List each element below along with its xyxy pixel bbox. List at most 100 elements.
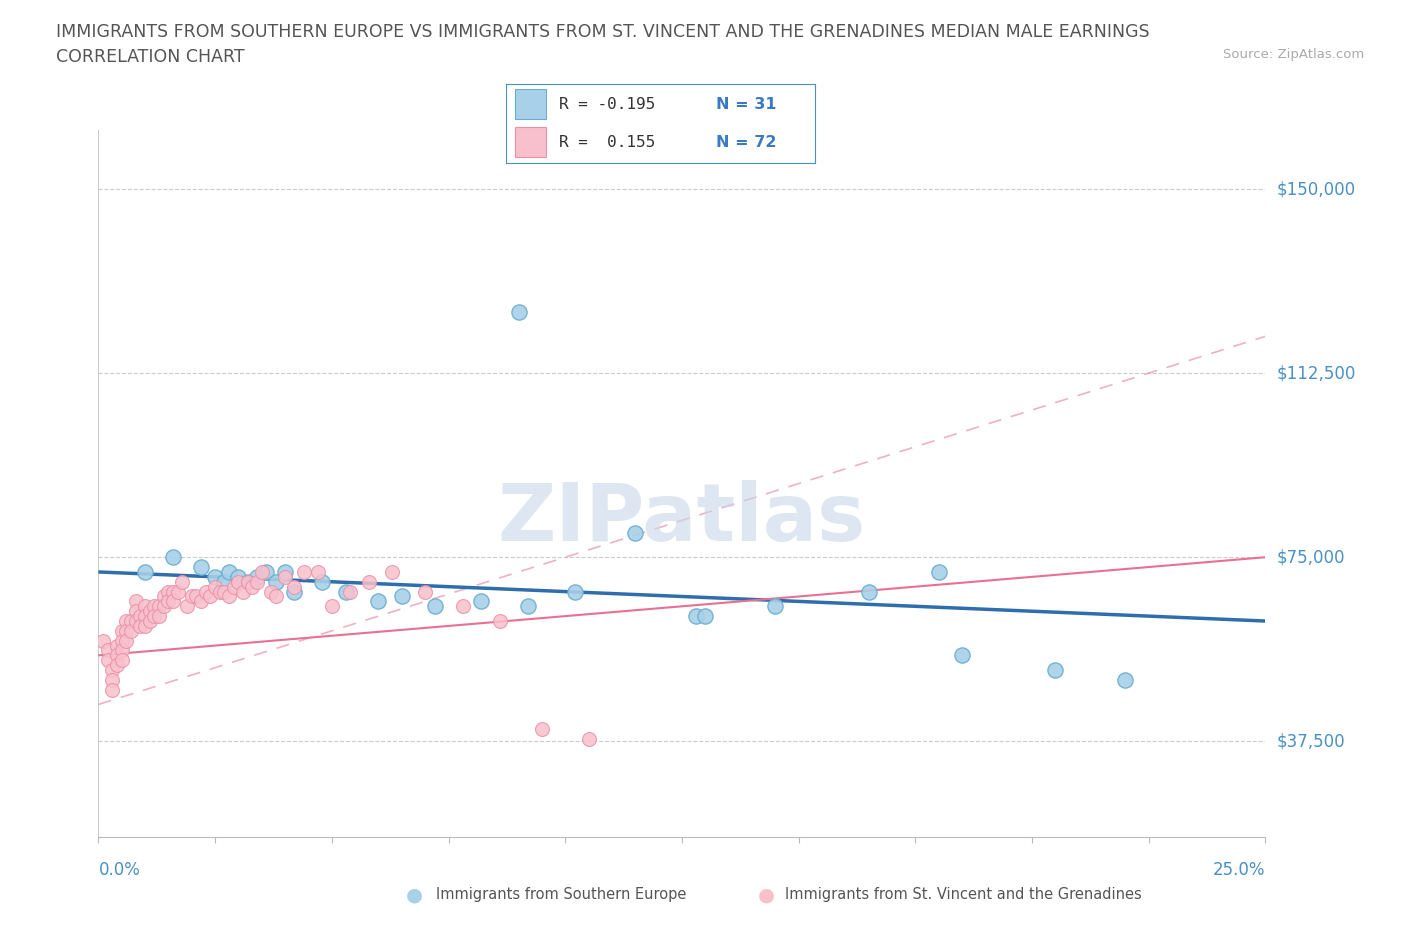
Point <box>246 569 269 584</box>
Point <box>194 584 217 599</box>
Point <box>339 584 361 599</box>
Point <box>246 575 269 590</box>
Text: R = -0.195: R = -0.195 <box>558 97 655 112</box>
Point <box>335 584 357 599</box>
Point <box>564 584 586 599</box>
Text: 25.0%: 25.0% <box>1213 860 1265 879</box>
Point <box>115 623 138 638</box>
Point <box>162 584 184 599</box>
Point <box>101 672 124 687</box>
Point <box>359 575 381 590</box>
Point <box>134 599 156 614</box>
Point <box>516 599 538 614</box>
Text: ●: ● <box>406 885 423 904</box>
Point <box>236 575 259 590</box>
Point <box>228 575 250 590</box>
Point <box>101 683 124 698</box>
Point <box>321 599 343 614</box>
Bar <box>516 127 547 157</box>
Point <box>134 618 156 633</box>
Bar <box>516 89 547 119</box>
Point <box>423 599 446 614</box>
Point <box>578 731 600 746</box>
Point <box>367 594 389 609</box>
Point <box>264 589 287 604</box>
Point <box>218 565 240 579</box>
Point <box>148 609 170 624</box>
Point <box>115 614 138 629</box>
Point <box>190 560 212 575</box>
Point <box>139 604 162 618</box>
Point <box>950 648 973 663</box>
Text: IMMIGRANTS FROM SOUTHERN EUROPE VS IMMIGRANTS FROM ST. VINCENT AND THE GRENADINE: IMMIGRANTS FROM SOUTHERN EUROPE VS IMMIG… <box>56 23 1150 41</box>
Point <box>111 653 134 668</box>
Point <box>91 633 114 648</box>
Point <box>274 565 297 579</box>
Point <box>236 575 259 590</box>
Point <box>250 565 273 579</box>
Point <box>208 584 231 599</box>
Point <box>413 584 436 599</box>
Point <box>148 599 170 614</box>
Point <box>152 599 174 614</box>
Point <box>120 614 142 629</box>
Point <box>125 594 148 609</box>
Point <box>695 609 717 624</box>
Point <box>162 550 184 565</box>
Point <box>685 609 707 624</box>
Point <box>1114 672 1136 687</box>
Point <box>176 599 198 614</box>
Text: Immigrants from St. Vincent and the Grenadines: Immigrants from St. Vincent and the Gren… <box>785 887 1142 902</box>
Point <box>200 589 222 604</box>
Text: $150,000: $150,000 <box>1277 180 1355 198</box>
Point <box>222 579 245 594</box>
Point <box>186 589 208 604</box>
Text: 0.0%: 0.0% <box>98 860 141 879</box>
Point <box>97 653 120 668</box>
Text: $37,500: $37,500 <box>1277 732 1346 751</box>
Point <box>624 525 647 540</box>
Text: ZIPatlas: ZIPatlas <box>498 480 866 558</box>
Point <box>228 569 250 584</box>
Text: N = 72: N = 72 <box>717 135 778 150</box>
Point <box>274 569 297 584</box>
Point <box>105 658 128 672</box>
Point <box>214 584 236 599</box>
Point <box>125 614 148 629</box>
Point <box>101 663 124 678</box>
Point <box>1045 663 1067 678</box>
Point <box>204 569 226 584</box>
Point <box>307 565 329 579</box>
Point <box>763 599 786 614</box>
Point <box>143 609 166 624</box>
Point <box>283 584 305 599</box>
Point <box>129 609 152 624</box>
Point <box>242 579 264 594</box>
Point <box>391 589 413 604</box>
Point <box>143 599 166 614</box>
Point <box>157 584 180 599</box>
Text: Source: ZipAtlas.com: Source: ZipAtlas.com <box>1223 48 1364 61</box>
Point <box>283 579 305 594</box>
Point <box>530 722 553 737</box>
Point <box>125 604 148 618</box>
Point <box>172 575 194 590</box>
Point <box>451 599 474 614</box>
Point <box>218 589 240 604</box>
Point <box>214 575 236 590</box>
Point <box>111 643 134 658</box>
Point <box>928 565 950 579</box>
Point <box>157 594 180 609</box>
Point <box>166 584 188 599</box>
Point <box>105 648 128 663</box>
Point <box>260 584 283 599</box>
Text: R =  0.155: R = 0.155 <box>558 135 655 150</box>
Text: ●: ● <box>758 885 775 904</box>
Point <box>134 565 156 579</box>
Text: $75,000: $75,000 <box>1277 548 1346 566</box>
Point <box>97 643 120 658</box>
Point <box>489 614 512 629</box>
Point <box>115 633 138 648</box>
Point <box>858 584 880 599</box>
Point <box>232 584 254 599</box>
